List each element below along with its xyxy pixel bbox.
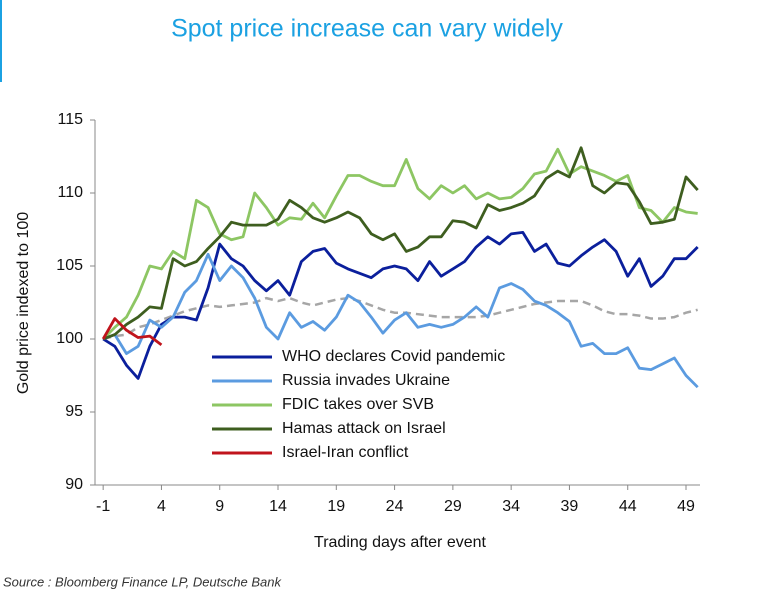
- y-tick-label: 110: [57, 184, 83, 201]
- x-tick-label: -1: [96, 498, 110, 515]
- x-tick-label: 49: [677, 498, 695, 515]
- x-tick-label: 29: [444, 498, 462, 515]
- legend-label: FDIC takes over SVB: [282, 396, 434, 413]
- x-tick-label: 9: [215, 498, 224, 515]
- x-tick-label: 14: [269, 498, 287, 515]
- series-line: [101, 317, 163, 346]
- x-axis-label: Trading days after event: [314, 534, 487, 551]
- legend-label: WHO declares Covid pandemic: [282, 348, 505, 365]
- x-tick-label: 4: [157, 498, 166, 515]
- x-tick-label: 24: [386, 498, 404, 515]
- x-tick-label: 44: [619, 498, 637, 515]
- y-tick-label: 90: [65, 476, 83, 493]
- series-line: [102, 231, 699, 380]
- y-tick-label: 95: [65, 403, 83, 420]
- series-line: [102, 147, 698, 340]
- x-tick-label: 34: [502, 498, 520, 515]
- source: Source : Bloomberg Finance LP, Deutsche …: [3, 574, 282, 589]
- y-tick-label: 100: [56, 330, 83, 347]
- y-tick-label: 115: [57, 111, 83, 128]
- series-line: [102, 252, 699, 389]
- x-tick-label: 19: [327, 498, 345, 515]
- legend-label: Hamas attack on Israel: [282, 420, 446, 437]
- x-tick-label: 39: [561, 498, 579, 515]
- y-tick-label: 105: [56, 257, 83, 274]
- legend-label: Russia invades Ukraine: [282, 372, 450, 389]
- series-line: [102, 146, 699, 341]
- legend-label: Israel-Iran conflict: [282, 444, 409, 461]
- y-axis-label: Gold price indexed to 100: [15, 212, 32, 394]
- chart-title: Spot price increase can vary widely: [171, 15, 563, 43]
